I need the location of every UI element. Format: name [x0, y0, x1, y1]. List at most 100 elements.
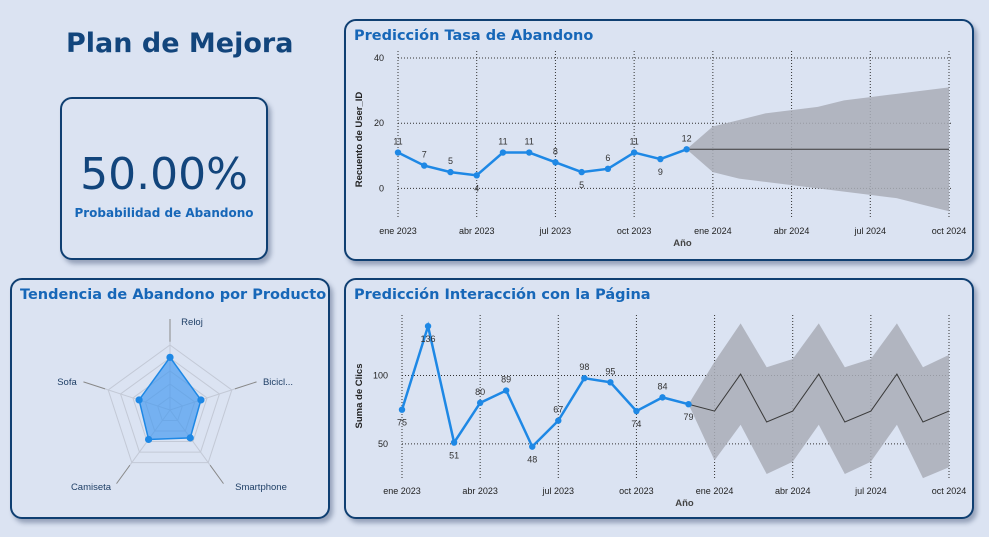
- clicks-data-label: 48: [527, 455, 537, 465]
- clicks-x-tick-label: jul 2023: [542, 486, 575, 496]
- clicks-data-label: 84: [657, 381, 667, 391]
- clicks-data-label: 89: [501, 375, 511, 385]
- abandonment-data-point: [552, 159, 559, 166]
- abandonment-data-label: 12: [682, 133, 692, 143]
- radar-label-leader: [209, 464, 224, 484]
- clicks-data-label: 79: [684, 412, 694, 422]
- clicks-forecast-title: Predicción Interacción con la Página: [354, 287, 651, 303]
- abandonment-data-label: 8: [553, 146, 558, 156]
- abandonment-x-tick-label: jul 2024: [854, 226, 887, 236]
- abandonment-forecast-card[interactable]: Predicción Tasa de Abandono ene 2023 abr …: [344, 19, 974, 261]
- abandonment-x-tick-label: ene 2023: [379, 226, 417, 236]
- clicks-data-label: 75: [397, 418, 407, 428]
- abandonment-y-tick-label: 0: [379, 183, 384, 193]
- abandonment-data-label: 11: [525, 137, 534, 147]
- abandonment-data-label: 4: [474, 183, 479, 193]
- radar-point: [186, 434, 194, 442]
- abandonment-data-label: 11: [498, 137, 507, 147]
- abandonment-x-tick-label: abr 2023: [459, 226, 495, 236]
- clicks-x-tick-label: oct 2024: [932, 486, 967, 496]
- abandonment-data-point: [421, 162, 428, 169]
- clicks-data-label: 74: [631, 419, 641, 429]
- clicks-x-tick-label: jul 2024: [854, 486, 887, 496]
- clicks-data-point: [424, 322, 432, 330]
- abandonment-data-point: [578, 168, 585, 176]
- clicks-x-tick-label: abr 2023: [462, 486, 498, 496]
- clicks-data-point: [555, 417, 562, 424]
- abandonment-x-tick-label: ene 2024: [694, 226, 732, 236]
- clicks-data-point: [633, 407, 640, 415]
- abandonment-y-tick-label: 20: [374, 118, 384, 128]
- abandonment-data-label: 9: [658, 167, 663, 177]
- clicks-forecast-line: [688, 373, 950, 423]
- abandonment-x-tick-label: oct 2024: [932, 226, 967, 236]
- abandonment-data-point: [499, 149, 507, 156]
- page-title: Plan de Mejora: [66, 28, 294, 59]
- radar-point: [135, 396, 143, 404]
- abandonment-x-tick-label: abr 2024: [774, 226, 810, 236]
- clicks-data-label: 80: [475, 387, 485, 397]
- radar-point: [197, 396, 205, 404]
- abandonment-forecast-chart[interactable]: ene 2023 abr 2023 jul 2023 oct 2023 ene 2024…: [346, 21, 976, 263]
- abandonment-data-point: [473, 172, 480, 179]
- abandonment-data-label: 5: [448, 156, 453, 166]
- radar-label-leader: [83, 381, 106, 390]
- kpi-card[interactable]: 50.00% Probabilidad de Abandono: [60, 97, 268, 260]
- clicks-data-point: [476, 399, 484, 407]
- abandonment-y-tick-label: 40: [374, 53, 384, 63]
- radar-point: [145, 435, 153, 444]
- abandonment-data-point: [683, 146, 690, 153]
- clicks-data-point: [685, 401, 692, 408]
- clicks-y-tick-label: 50: [378, 439, 388, 449]
- radar-area: [138, 356, 202, 441]
- clicks-forecast-band: [688, 323, 949, 479]
- clicks-data-point: [607, 379, 614, 386]
- clicks-series-line: [400, 321, 689, 449]
- clicks-data-label: 95: [605, 366, 615, 376]
- abandonment-series-line: [397, 148, 688, 177]
- abandonment-data-label: 6: [605, 153, 610, 163]
- abandonment-data-label: 11: [629, 137, 638, 147]
- abandonment-data-point: [604, 165, 612, 173]
- abandonment-data-point: [630, 149, 638, 156]
- abandonment-data-label: 7: [422, 150, 427, 160]
- abandonment-y-axis-title: Recuento de User_ID: [354, 92, 365, 188]
- radar-label-leader: [234, 381, 257, 390]
- abandonment-data-label: 11: [393, 137, 402, 147]
- clicks-forecast-chart[interactable]: ene 2023 abr 2023 jul 2023 oct 2023 ene 2024…: [346, 280, 976, 521]
- abandonment-data-point: [394, 149, 402, 156]
- product-radar-chart[interactable]: Reloj Bicicl... Smartphone Camiseta Sofa: [12, 280, 332, 521]
- abandonment-x-tick-label: oct 2023: [617, 226, 652, 236]
- radar-category-label: Reloj: [181, 317, 203, 328]
- clicks-x-tick-label: ene 2024: [696, 486, 734, 496]
- abandonment-x-axis-title: Año: [673, 238, 692, 249]
- clicks-forecast-card[interactable]: Predicción Interacción con la Página ene…: [344, 278, 974, 519]
- radar-category-label: Sofa: [57, 377, 77, 388]
- abandonment-forecast-title: Predicción Tasa de Abandono: [354, 28, 594, 44]
- clicks-data-point: [502, 387, 510, 394]
- abandonment-data-point: [657, 155, 664, 163]
- abandonment-x-tick-label: jul 2023: [539, 226, 572, 236]
- radar-grid-ring: [119, 357, 221, 453]
- clicks-x-tick-label: ene 2023: [383, 486, 421, 496]
- clicks-x-axis-title: Año: [675, 498, 694, 509]
- clicks-x-tick-label: abr 2024: [775, 486, 811, 496]
- radar-grid-ring: [107, 344, 233, 464]
- kpi-value: 50.00%: [80, 149, 248, 200]
- radar-grid-ring: [132, 370, 208, 443]
- radar-point: [166, 353, 174, 361]
- clicks-data-point: [450, 439, 458, 446]
- product-radar-card[interactable]: Tendencia de Abandono por Producto Reloj…: [10, 278, 330, 519]
- clicks-y-tick-label: 100: [373, 370, 388, 380]
- clicks-data-label: 98: [579, 362, 589, 372]
- abandonment-data-point: [447, 168, 454, 176]
- radar-category-label: Smartphone: [235, 482, 287, 493]
- clicks-data-point: [581, 375, 588, 382]
- product-radar-title: Tendencia de Abandono por Producto: [20, 287, 327, 303]
- clicks-data-point: [398, 406, 406, 413]
- clicks-data-label: 67: [553, 405, 563, 415]
- clicks-data-point: [529, 443, 536, 450]
- clicks-data-label: 51: [449, 451, 459, 461]
- radar-label-leader: [116, 464, 131, 484]
- clicks-y-axis-title: Suma de Clics: [354, 364, 365, 429]
